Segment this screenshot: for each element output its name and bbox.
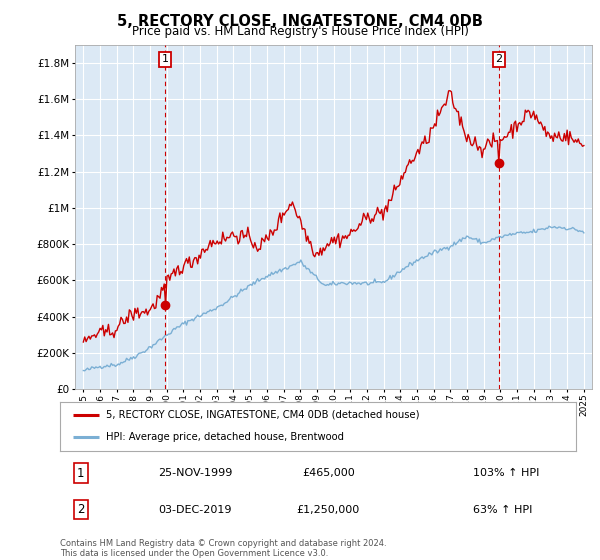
Text: 63% ↑ HPI: 63% ↑ HPI — [473, 505, 532, 515]
Text: 2: 2 — [77, 503, 85, 516]
Text: 2: 2 — [496, 54, 503, 64]
Text: 5, RECTORY CLOSE, INGATESTONE, CM4 0DB (detached house): 5, RECTORY CLOSE, INGATESTONE, CM4 0DB (… — [106, 410, 420, 420]
Text: HPI: Average price, detached house, Brentwood: HPI: Average price, detached house, Bren… — [106, 432, 344, 442]
Text: £1,250,000: £1,250,000 — [296, 505, 360, 515]
Text: 5, RECTORY CLOSE, INGATESTONE, CM4 0DB: 5, RECTORY CLOSE, INGATESTONE, CM4 0DB — [117, 14, 483, 29]
Text: £465,000: £465,000 — [302, 468, 355, 478]
Text: 103% ↑ HPI: 103% ↑ HPI — [473, 468, 539, 478]
Text: 1: 1 — [161, 54, 169, 64]
Text: 03-DEC-2019: 03-DEC-2019 — [158, 505, 232, 515]
Text: Contains HM Land Registry data © Crown copyright and database right 2024.
This d: Contains HM Land Registry data © Crown c… — [60, 539, 386, 558]
Text: Price paid vs. HM Land Registry's House Price Index (HPI): Price paid vs. HM Land Registry's House … — [131, 25, 469, 38]
Text: 25-NOV-1999: 25-NOV-1999 — [158, 468, 232, 478]
Text: 1: 1 — [77, 466, 85, 480]
